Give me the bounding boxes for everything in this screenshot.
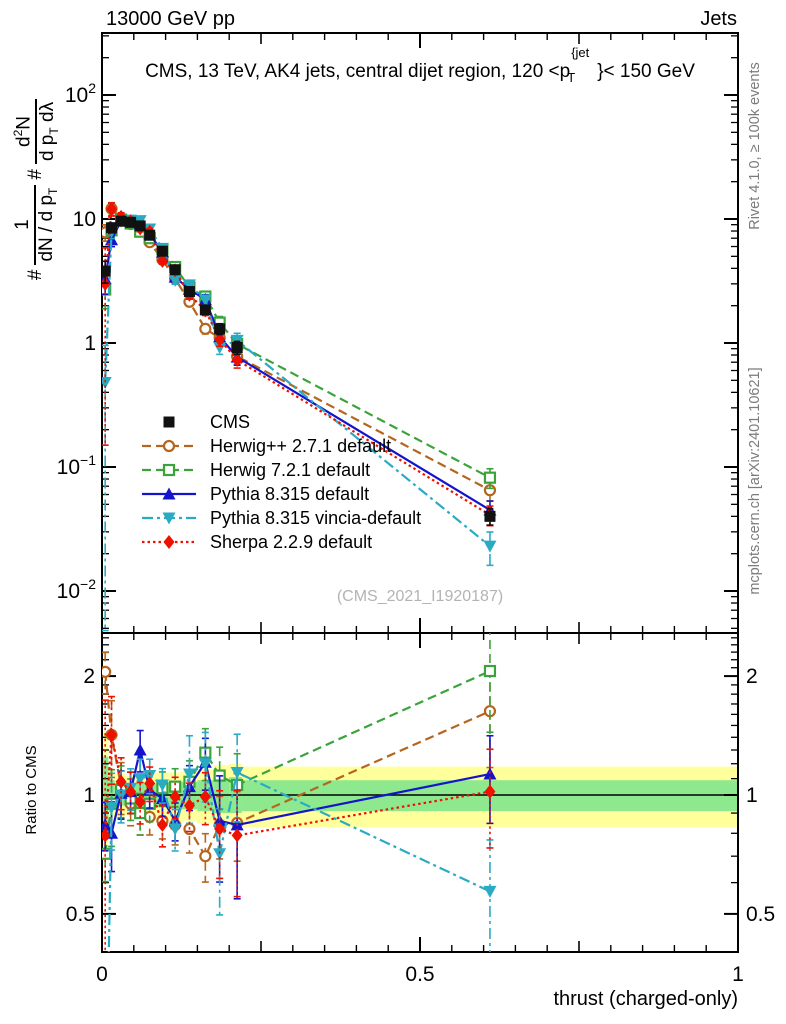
legend-marker-vincia-icon xyxy=(142,512,196,525)
y-tick-label-ratio-left: 0.5 xyxy=(66,903,95,926)
y-tick-label-ratio-left: 2 xyxy=(83,665,95,688)
panel-title: CMS, 13 TeV, AK4 jets, central dijet reg… xyxy=(145,45,695,85)
y-tick-label-top: 102 xyxy=(65,80,96,107)
analysis-group-label: Jets xyxy=(700,8,737,30)
legend-item-pythia: Pythia 8.315 default xyxy=(140,482,421,506)
legend-marker-herwigpp-icon xyxy=(142,439,196,453)
legend-marker-cms-icon xyxy=(163,416,175,428)
y-tick-label-ratio-right: 0.5 xyxy=(746,903,775,926)
legend-item-sherpa: Sherpa 2.2.9 default xyxy=(140,530,421,554)
legend-marker-sherpa-icon xyxy=(142,535,196,549)
legend-label-herwigpp: Herwig++ 2.7.1 default xyxy=(210,435,392,456)
legend-label-cms: CMS xyxy=(210,411,250,432)
y-tick-label-top: 10−1 xyxy=(57,452,97,479)
x-axis-label: thrust (charged-only) xyxy=(553,988,738,1010)
y-tick-label-ratio-right: 1 xyxy=(746,784,758,807)
mcplots-arxiv-note: mcplots.cern.ch [arXiv:2401.10621] xyxy=(747,367,763,595)
y-axis-label-ratio: Ratio to CMS xyxy=(23,745,40,835)
y-tick-label-ratio-left: 1 xyxy=(83,784,95,807)
legend-item-vincia: Pythia 8.315 vincia-default xyxy=(140,506,421,530)
legend-marker-herwig7-icon xyxy=(142,463,196,477)
legend: CMS Herwig++ 2.7.1 default Herwig 7.2.1 de… xyxy=(140,410,421,554)
x-tick-label: 0.5 xyxy=(405,963,434,986)
legend-item-cms: CMS xyxy=(140,410,421,434)
legend-label-pythia: Pythia 8.315 default xyxy=(210,483,370,504)
beam-energy-label: 13000 GeV pp xyxy=(106,8,235,30)
legend-label-vincia: Pythia 8.315 vincia-default xyxy=(210,507,422,528)
rivet-version-note: Rivet 4.1.0, ≥ 100k events xyxy=(747,62,763,230)
y-axis-label-main: #1 dN / d pT # d2N d pT dλ xyxy=(8,27,64,347)
series-herwig7-ratio xyxy=(102,633,497,883)
x-tick-label: 0 xyxy=(96,963,108,986)
axis-ticks xyxy=(101,33,739,952)
axis-tick-labels: 102 10 1 10−1 10−2 2 2 1 1 0.5 0.5 0 0.5 1 xyxy=(57,80,776,986)
y-tick-label-top: 10−2 xyxy=(57,576,97,603)
series-sherpa-ratio xyxy=(102,695,496,952)
legend-marker-pythia-icon xyxy=(142,487,196,500)
x-tick-label: 1 xyxy=(732,963,744,986)
ratio-uncertainty-bands xyxy=(102,731,739,857)
legend-item-herwigpp: Herwig++ 2.7.1 default xyxy=(140,434,421,458)
series-cms-top xyxy=(102,215,496,526)
analysis-id-watermark: (CMS_2021_I1920187) xyxy=(336,588,504,605)
legend-label-sherpa: Sherpa 2.2.9 default xyxy=(210,531,373,552)
y-tick-label-ratio-right: 2 xyxy=(746,665,758,688)
legend-item-herwig7: Herwig 7.2.1 default xyxy=(140,458,421,482)
y-tick-label-top: 10 xyxy=(73,208,96,231)
y-tick-label-top: 1 xyxy=(84,332,96,355)
legend-label-herwig7: Herwig 7.2.1 default xyxy=(210,459,371,480)
